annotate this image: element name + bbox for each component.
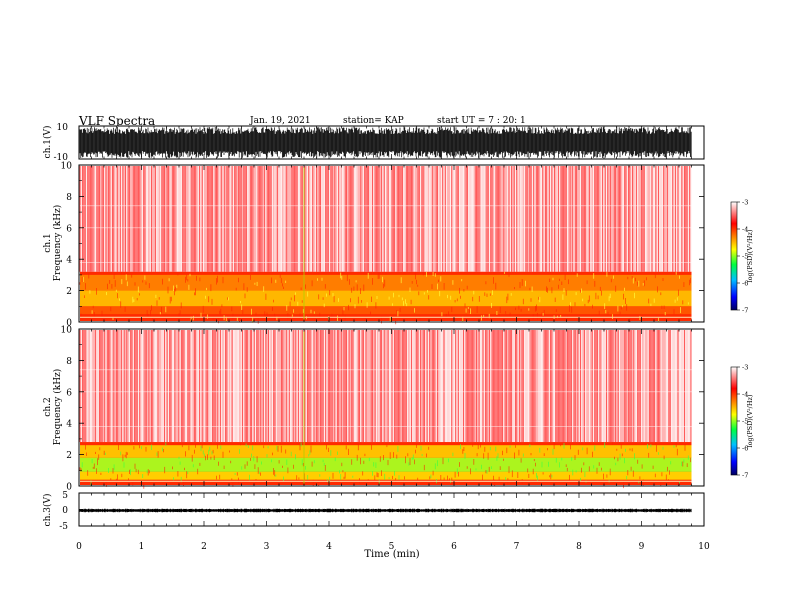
ch2-white-streaks (80, 330, 691, 442)
ch1-ytick-label: 2 (66, 287, 72, 297)
x-tick-label: 5 (389, 542, 395, 552)
ch1-ytick-label: 10 (61, 162, 73, 172)
ch3-ytick-top: 5 (62, 491, 68, 501)
ch1-ytick-bottom: -10 (54, 153, 69, 163)
x-tick-label: 9 (639, 542, 645, 552)
ch1-orange-band (80, 274, 692, 291)
x-tick-label: 8 (576, 542, 582, 552)
ch2-spectrogram-image (79, 330, 692, 489)
ch1-colorbar-tick-label: -3 (742, 199, 748, 207)
ch2-ytick-label: 10 (61, 326, 73, 336)
ch1-colorbar-tick-label: -6 (742, 280, 748, 288)
ch3-ytick-mid: 0 (62, 506, 68, 516)
x-tick-label: 1 (139, 542, 145, 552)
ch2-colorbar-tick-label: -4 (742, 391, 748, 399)
ch1-colorbar-label: log(PSD)(V²/Hz) (746, 229, 754, 282)
ch2-colorbar-tick-label: -7 (742, 472, 748, 480)
ch2-colorbar-tick-label: -5 (742, 418, 748, 426)
ch2-ytick-label: 2 (66, 451, 72, 461)
ch2-yellow-band (80, 445, 692, 458)
ch1-ytick-label: 4 (66, 256, 72, 266)
ch2-ytick-label: 4 (66, 420, 72, 430)
ch2-colorbar-label: log(PSD)(V²/Hz) (746, 394, 754, 447)
ch2-green-band (80, 457, 692, 472)
ch1-light-speckle (82, 271, 689, 323)
x-tick-label: 6 (451, 542, 457, 552)
ch1-frequency-ylabel: Frequency (kHz) (52, 205, 63, 282)
date-label: Jan. 19, 2021 (250, 116, 311, 126)
chart-title: VLF Spectra (79, 114, 156, 128)
ch2-frequency-ylabel: Frequency (kHz) (52, 369, 63, 446)
station-label: station= KAP (343, 116, 404, 126)
ch1-white-streaks (80, 166, 692, 272)
ch3-waveform-line (79, 508, 692, 513)
ch1-waveform-line (79, 127, 692, 158)
ch1-ytick-top: 10 (57, 123, 69, 133)
ch1-colorbar-tick-label: -5 (742, 253, 748, 261)
ch1-yellow-band (80, 290, 692, 307)
ch1-waveform-panel: 10 -10 ch.1(V) (42, 123, 705, 163)
ch2-spectrogram-ylabel: ch.2 (43, 397, 53, 416)
ch2-ytick-label: 8 (66, 357, 72, 367)
ch2-colorbar-tick-label: -6 (742, 445, 748, 453)
ch2-ytick-label: 6 (66, 388, 72, 398)
x-tick-label: 4 (326, 542, 332, 552)
ch1-ytick-label: 0 (66, 319, 72, 329)
x-tick-label: 10 (698, 542, 710, 552)
x-tick-label: 0 (76, 542, 82, 552)
ch2-red-speckle (79, 442, 691, 489)
ch2-yellow-low-band (80, 471, 692, 480)
ch1-ytick-label: 8 (66, 193, 72, 203)
x-tick-label: 2 (201, 542, 207, 552)
ch1-red-streaks (79, 166, 691, 272)
ch2-red-streaks (79, 330, 692, 442)
x-tick-label: 3 (264, 542, 270, 552)
ch2-light-speckle (81, 442, 689, 486)
ch1-colorbar (730, 201, 738, 311)
ch1-colorbar-tick-label: -4 (742, 226, 748, 234)
ch2-colorbar (730, 366, 738, 476)
ch1-colorbar-tick-label: -7 (742, 307, 748, 315)
x-tick-label: 7 (514, 542, 520, 552)
ch1-orange-low-band (80, 306, 692, 315)
start-time-label: start UT = 7 : 20: 1 (437, 116, 526, 126)
ch3-ytick-bottom: -5 (59, 522, 68, 532)
ch1-waveform-ylabel: ch.1(V) (42, 126, 53, 159)
ch3-waveform-panel: 5 0 -5 ch.3(V) 0 1 2 3 4 5 6 7 8 9 10 Time (min) (42, 126, 710, 560)
ch2-colorbar-tick-label: -3 (742, 364, 748, 372)
ch1-spectrogram-ylabel: ch.1 (43, 233, 53, 252)
ch2-ytick-label: 0 (66, 483, 72, 493)
ch1-ytick-label: 6 (66, 224, 72, 234)
ch1-waveform-trace (79, 127, 692, 158)
ch1-red-speckle (79, 272, 691, 325)
x-axis-label: Time (min) (364, 549, 419, 560)
ch3-waveform-ylabel: ch.3(V) (42, 494, 53, 527)
ch1-spectrogram-image (79, 166, 692, 325)
ch3-waveform-trace (79, 492, 692, 527)
